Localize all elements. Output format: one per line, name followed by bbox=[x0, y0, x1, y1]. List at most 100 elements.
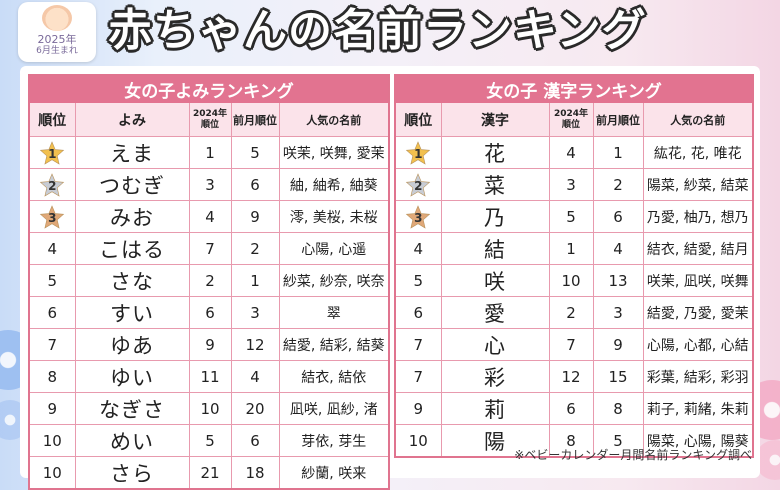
header-yomi: よみ bbox=[74, 102, 190, 137]
table-row: 4 結 1 4 結衣, 結愛, 結月 bbox=[394, 232, 754, 265]
rank-number: 3 bbox=[48, 210, 57, 225]
name-cell: えま bbox=[74, 136, 190, 169]
bronze-star-icon: 3 bbox=[405, 204, 431, 229]
popular-names-cell: 陽菜, 紗菜, 結菜 bbox=[642, 168, 754, 201]
rank-cell: 8 bbox=[28, 360, 76, 393]
source-footnote: ※ベビーカレンダー月間名前ランキング調べ bbox=[514, 448, 752, 462]
header-2024-rank: 2024年順位 bbox=[188, 102, 232, 137]
rank-2024-cell: 3 bbox=[188, 168, 232, 201]
header-rank: 順位 bbox=[394, 102, 442, 137]
rank-2024-cell: 10 bbox=[548, 264, 594, 297]
header-2024-rank: 2024年順位 bbox=[548, 102, 594, 137]
name-cell: めい bbox=[74, 424, 190, 457]
table-row: 4 こはる 7 2 心陽, 心遥 bbox=[28, 232, 390, 265]
rank-cell: 3 bbox=[28, 200, 76, 233]
prev-month-cell: 20 bbox=[230, 392, 280, 425]
name-cell: さら bbox=[74, 456, 190, 490]
name-cell: 愛 bbox=[440, 296, 550, 329]
rank-2024-cell: 7 bbox=[188, 232, 232, 265]
header-prev-month: 前月順位 bbox=[230, 102, 280, 137]
popular-names-cell: 乃愛, 柚乃, 想乃 bbox=[642, 200, 754, 233]
popular-names-cell: 結衣, 結依 bbox=[278, 360, 390, 393]
name-cell: 彩 bbox=[440, 360, 550, 393]
rank-2024-cell: 1 bbox=[548, 232, 594, 265]
rank-number: 1 bbox=[48, 146, 57, 161]
prev-month-cell: 13 bbox=[592, 264, 644, 297]
name-cell: 咲 bbox=[440, 264, 550, 297]
rank-cell: 7 bbox=[28, 328, 76, 361]
silver-star-icon: 2 bbox=[39, 172, 65, 197]
rank-2024-cell: 6 bbox=[188, 296, 232, 329]
popular-names-cell: 彩葉, 結彩, 彩羽 bbox=[642, 360, 754, 393]
name-cell: 乃 bbox=[440, 200, 550, 233]
prev-month-cell: 5 bbox=[230, 136, 280, 169]
table-row: 3 みお 4 9 澪, 美桜, 未桜 bbox=[28, 200, 390, 233]
rank-2024-cell: 4 bbox=[188, 200, 232, 233]
birth-month-badge: 2025年 6月生まれ bbox=[18, 2, 96, 62]
table-row: 1 花 4 1 紘花, 花, 唯花 bbox=[394, 136, 754, 169]
popular-names-cell: 陽菜, 心陽, 陽葵 bbox=[642, 424, 754, 458]
prev-month-cell: 9 bbox=[230, 200, 280, 233]
rank-2024-cell: 5 bbox=[548, 200, 594, 233]
prev-month-cell: 4 bbox=[230, 360, 280, 393]
table-row: 2 つむぎ 3 6 紬, 紬希, 紬葵 bbox=[28, 168, 390, 201]
rank-2024-cell: 8 bbox=[548, 424, 594, 458]
popular-names-cell: 結愛, 結彩, 結葵 bbox=[278, 328, 390, 361]
header-popular-names: 人気の名前 bbox=[642, 102, 754, 137]
rank-cell: 1 bbox=[28, 136, 76, 169]
page-title: 赤ちゃんの名前ランキング bbox=[108, 5, 647, 56]
name-cell: 結 bbox=[440, 232, 550, 265]
header-prev-month: 前月順位 bbox=[592, 102, 644, 137]
prev-month-cell: 3 bbox=[230, 296, 280, 329]
rank-cell: 2 bbox=[394, 168, 442, 201]
rank-cell: 9 bbox=[394, 392, 442, 425]
header-kanji: 漢字 bbox=[440, 102, 550, 137]
prev-month-cell: 5 bbox=[592, 424, 644, 458]
gold-star-icon: 1 bbox=[405, 140, 431, 165]
prev-month-cell: 4 bbox=[592, 232, 644, 265]
popular-names-cell: 芽依, 芽生 bbox=[278, 424, 390, 457]
popular-names-cell: 凪咲, 凪紗, 渚 bbox=[278, 392, 390, 425]
rank-2024-cell: 9 bbox=[188, 328, 232, 361]
prev-month-cell: 18 bbox=[230, 456, 280, 490]
table-row: 6 愛 2 3 結愛, 乃愛, 愛茉 bbox=[394, 296, 754, 329]
baby-icon bbox=[42, 5, 72, 31]
popular-names-cell: 咲茉, 咲舞, 愛茉 bbox=[278, 136, 390, 169]
rank-2024-cell: 2 bbox=[548, 296, 594, 329]
rank-number: 2 bbox=[414, 178, 423, 193]
prev-month-cell: 6 bbox=[592, 200, 644, 233]
rank-2024-cell: 21 bbox=[188, 456, 232, 490]
table-row: 2 菜 3 2 陽菜, 紗菜, 結菜 bbox=[394, 168, 754, 201]
name-cell: すい bbox=[74, 296, 190, 329]
header-rank: 順位 bbox=[28, 102, 76, 137]
prev-month-cell: 8 bbox=[592, 392, 644, 425]
rank-2024-cell: 3 bbox=[548, 168, 594, 201]
rank-cell: 7 bbox=[394, 360, 442, 393]
prev-month-cell: 6 bbox=[230, 424, 280, 457]
name-cell: 莉 bbox=[440, 392, 550, 425]
rank-number: 3 bbox=[414, 210, 423, 225]
name-cell: なぎさ bbox=[74, 392, 190, 425]
table-row: 3 乃 5 6 乃愛, 柚乃, 想乃 bbox=[394, 200, 754, 233]
rank-cell: 9 bbox=[28, 392, 76, 425]
rank-2024-cell: 1 bbox=[188, 136, 232, 169]
name-cell: こはる bbox=[74, 232, 190, 265]
name-cell: 陽 bbox=[440, 424, 550, 458]
prev-month-cell: 9 bbox=[592, 328, 644, 361]
popular-names-cell: 咲茉, 凪咲, 咲舞 bbox=[642, 264, 754, 297]
table-row: 6 すい 6 3 翠 bbox=[28, 296, 390, 329]
name-cell: つむぎ bbox=[74, 168, 190, 201]
table-row: 7 ゆあ 9 12 結愛, 結彩, 結葵 bbox=[28, 328, 390, 361]
prev-month-cell: 2 bbox=[230, 232, 280, 265]
prev-month-cell: 2 bbox=[592, 168, 644, 201]
rank-2024-cell: 11 bbox=[188, 360, 232, 393]
rank-cell: 10 bbox=[28, 456, 76, 490]
popular-names-cell: 莉子, 莉緒, 朱莉 bbox=[642, 392, 754, 425]
rank-cell: 6 bbox=[394, 296, 442, 329]
rank-cell: 1 bbox=[394, 136, 442, 169]
rank-cell: 10 bbox=[394, 424, 442, 458]
table-row: 8 ゆい 11 4 結衣, 結依 bbox=[28, 360, 390, 393]
popular-names-cell: 紗菜, 紗奈, 咲奈 bbox=[278, 264, 390, 297]
rank-cell: 3 bbox=[394, 200, 442, 233]
